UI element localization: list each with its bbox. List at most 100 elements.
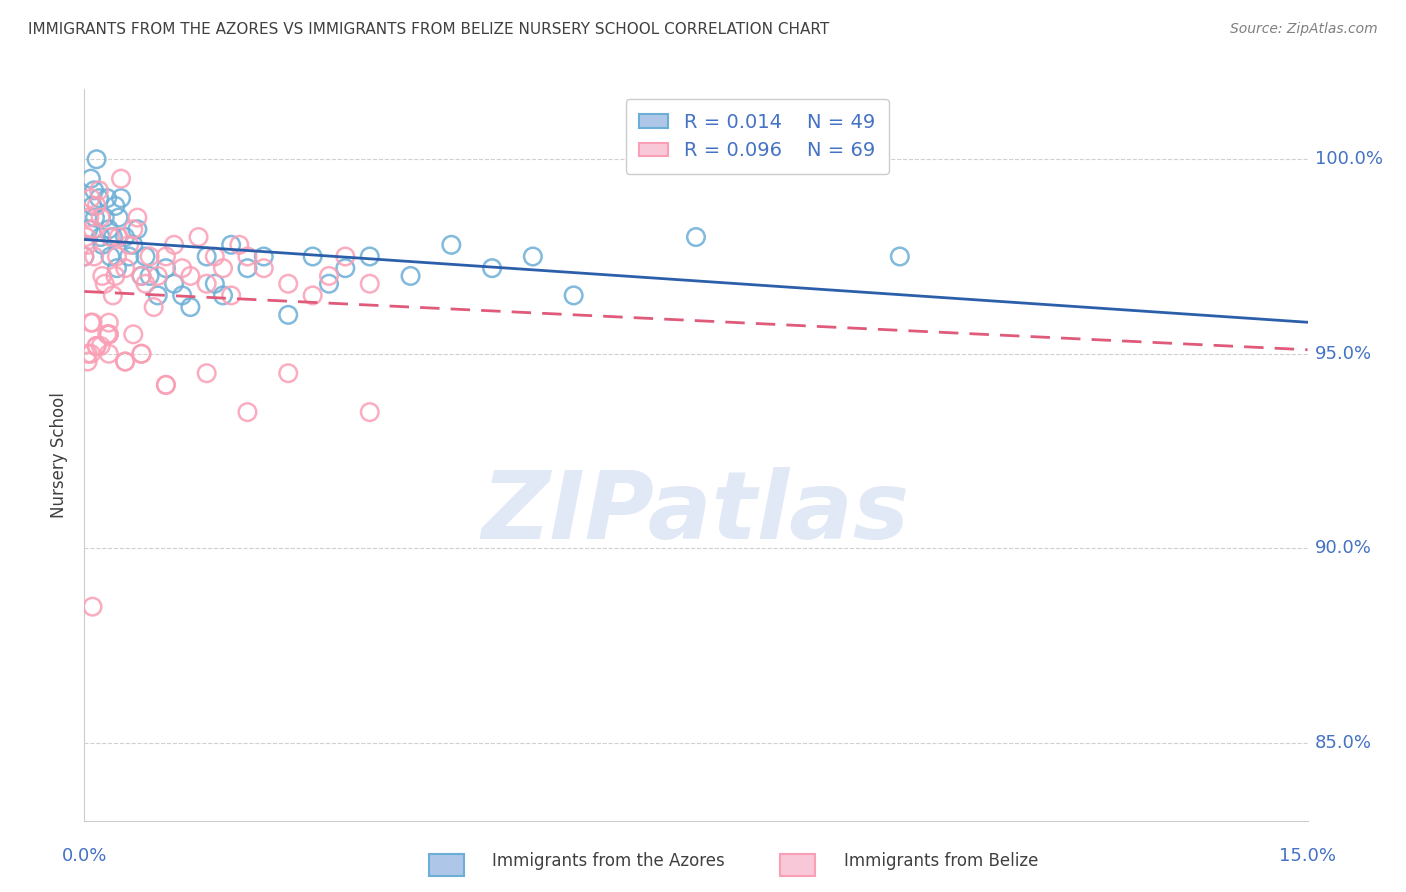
Text: 0.0%: 0.0% xyxy=(62,847,107,865)
Point xyxy=(100,230,122,244)
Point xyxy=(155,377,177,392)
Point xyxy=(105,250,128,264)
Text: Source: ZipAtlas.com: Source: ZipAtlas.com xyxy=(1230,22,1378,37)
Text: 90.0%: 90.0% xyxy=(1315,540,1371,558)
Point xyxy=(155,250,177,264)
Text: Immigrants from the Azores: Immigrants from the Azores xyxy=(492,852,725,870)
Point xyxy=(105,261,128,276)
Point xyxy=(318,268,340,283)
Point xyxy=(155,377,177,392)
Point xyxy=(118,250,141,264)
Point xyxy=(301,250,323,264)
Point xyxy=(212,261,235,276)
Point xyxy=(80,316,103,330)
Text: 100.0%: 100.0% xyxy=(1315,150,1382,169)
Point xyxy=(335,250,357,264)
Point xyxy=(195,250,218,264)
Point xyxy=(101,288,124,302)
Point xyxy=(399,268,422,283)
Point xyxy=(889,250,911,264)
Point xyxy=(101,230,124,244)
Point xyxy=(359,405,381,419)
Point xyxy=(179,300,201,314)
Text: 15.0%: 15.0% xyxy=(1279,847,1336,865)
Y-axis label: Nursery School: Nursery School xyxy=(51,392,69,518)
Point xyxy=(155,261,177,276)
Point xyxy=(236,261,259,276)
Point xyxy=(73,250,96,264)
Point xyxy=(142,300,165,314)
Point xyxy=(138,250,160,264)
Point xyxy=(179,268,201,283)
Point xyxy=(100,250,122,264)
Point xyxy=(87,191,110,205)
Point xyxy=(107,211,129,225)
Point xyxy=(82,599,104,614)
Point xyxy=(114,230,136,244)
Point xyxy=(76,354,98,368)
Point xyxy=(80,347,103,361)
Point xyxy=(86,339,108,353)
Point xyxy=(195,277,218,291)
Point xyxy=(93,211,115,225)
Point xyxy=(253,250,276,264)
Point xyxy=(685,230,707,244)
Point xyxy=(83,250,105,264)
Point xyxy=(82,222,104,236)
Point xyxy=(127,211,149,225)
Point xyxy=(77,211,100,225)
Point xyxy=(97,222,120,236)
Point xyxy=(87,183,110,197)
Text: 95.0%: 95.0% xyxy=(1315,345,1372,363)
Point xyxy=(122,237,145,252)
Point xyxy=(277,366,299,380)
Point xyxy=(84,211,107,225)
Point xyxy=(73,250,96,264)
Point xyxy=(114,354,136,368)
Point xyxy=(86,199,108,213)
Point xyxy=(146,288,169,302)
Point xyxy=(131,347,153,361)
Point xyxy=(97,316,120,330)
Point xyxy=(90,230,112,244)
Point xyxy=(219,237,242,252)
Point xyxy=(114,261,136,276)
Point xyxy=(562,288,585,302)
Point xyxy=(187,230,209,244)
Point xyxy=(91,268,114,283)
Point xyxy=(522,250,544,264)
Point xyxy=(82,316,104,330)
Point xyxy=(97,327,120,342)
Point xyxy=(204,250,226,264)
Point xyxy=(163,237,186,252)
Point xyxy=(277,308,299,322)
Point xyxy=(146,268,169,283)
Point xyxy=(195,366,218,380)
Legend: R = 0.014    N = 49, R = 0.096    N = 69: R = 0.014 N = 49, R = 0.096 N = 69 xyxy=(626,99,889,174)
Point xyxy=(122,222,145,236)
Point xyxy=(104,268,127,283)
Point xyxy=(82,199,104,213)
Point xyxy=(138,268,160,283)
Point xyxy=(212,288,235,302)
Point xyxy=(440,237,463,252)
Point xyxy=(219,288,242,302)
Point xyxy=(90,339,112,353)
Point xyxy=(131,268,153,283)
Point xyxy=(135,250,157,264)
Point xyxy=(277,277,299,291)
Text: ZIPatlas: ZIPatlas xyxy=(482,467,910,559)
Point xyxy=(110,191,132,205)
Point xyxy=(228,237,250,252)
Text: IMMIGRANTS FROM THE AZORES VS IMMIGRANTS FROM BELIZE NURSERY SCHOOL CORRELATION : IMMIGRANTS FROM THE AZORES VS IMMIGRANTS… xyxy=(28,22,830,37)
Point xyxy=(359,250,381,264)
Point xyxy=(131,268,153,283)
Point xyxy=(114,354,136,368)
Point xyxy=(80,171,103,186)
Point xyxy=(172,261,194,276)
Point xyxy=(86,153,108,167)
Point xyxy=(86,339,108,353)
Point xyxy=(90,211,112,225)
Point xyxy=(122,327,145,342)
Point xyxy=(163,277,186,291)
